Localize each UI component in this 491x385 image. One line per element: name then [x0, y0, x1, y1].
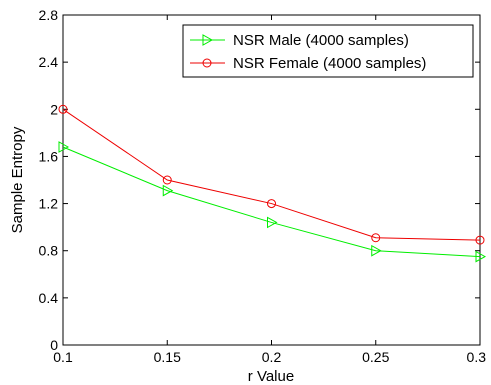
series-layer: [58, 104, 487, 263]
y-tick-label: 2.8: [39, 7, 59, 23]
x-tick-label: 0.15: [154, 349, 181, 365]
y-axis-label: Sample Entropy: [9, 126, 26, 233]
data-point: [58, 141, 70, 153]
series-line: [62, 146, 481, 258]
series-1: [58, 104, 485, 245]
series-line: [62, 108, 481, 241]
y-tick-label: 1.6: [39, 148, 59, 164]
data-point: [267, 199, 276, 209]
data-point: [371, 233, 381, 243]
legend-marker: [202, 58, 212, 68]
data-point: [267, 216, 278, 229]
data-point: [475, 235, 485, 245]
y-axis: 0 0.4 0.8 1.2 1.6 2 2.4 2.8: [39, 7, 480, 353]
x-axis: 0.1 0.15 0.2 0.25 0.3: [53, 15, 486, 365]
data-point: [58, 104, 68, 114]
x-tick-label: 0.2: [262, 349, 282, 365]
y-tick-label: 0.4: [39, 290, 59, 306]
data-point: [162, 184, 174, 197]
legend-entry: NSR Female (4000 samples): [233, 55, 426, 72]
legend-marker: [202, 34, 214, 46]
y-tick-label: 2: [50, 101, 58, 117]
legend-box: [182, 24, 474, 78]
data-point: [475, 250, 487, 263]
y-tick-label: 2.4: [39, 54, 59, 70]
x-tick-label: 0.3: [467, 349, 487, 365]
y-tick-label: 1.2: [39, 196, 59, 212]
data-point: [371, 244, 382, 257]
x-tick-label: 0.1: [53, 349, 73, 365]
x-tick-label: 0.25: [362, 349, 389, 365]
data-point: [162, 175, 172, 185]
y-tick-label: 0: [50, 337, 58, 353]
series-0: [58, 141, 487, 263]
x-axis-label: r Value: [248, 368, 294, 385]
legend: NSR Male (4000 samples) NSR Female (4000 …: [182, 24, 474, 78]
y-tick-label: 0.8: [39, 243, 59, 259]
legend-entry: NSR Male (4000 samples): [233, 32, 409, 49]
